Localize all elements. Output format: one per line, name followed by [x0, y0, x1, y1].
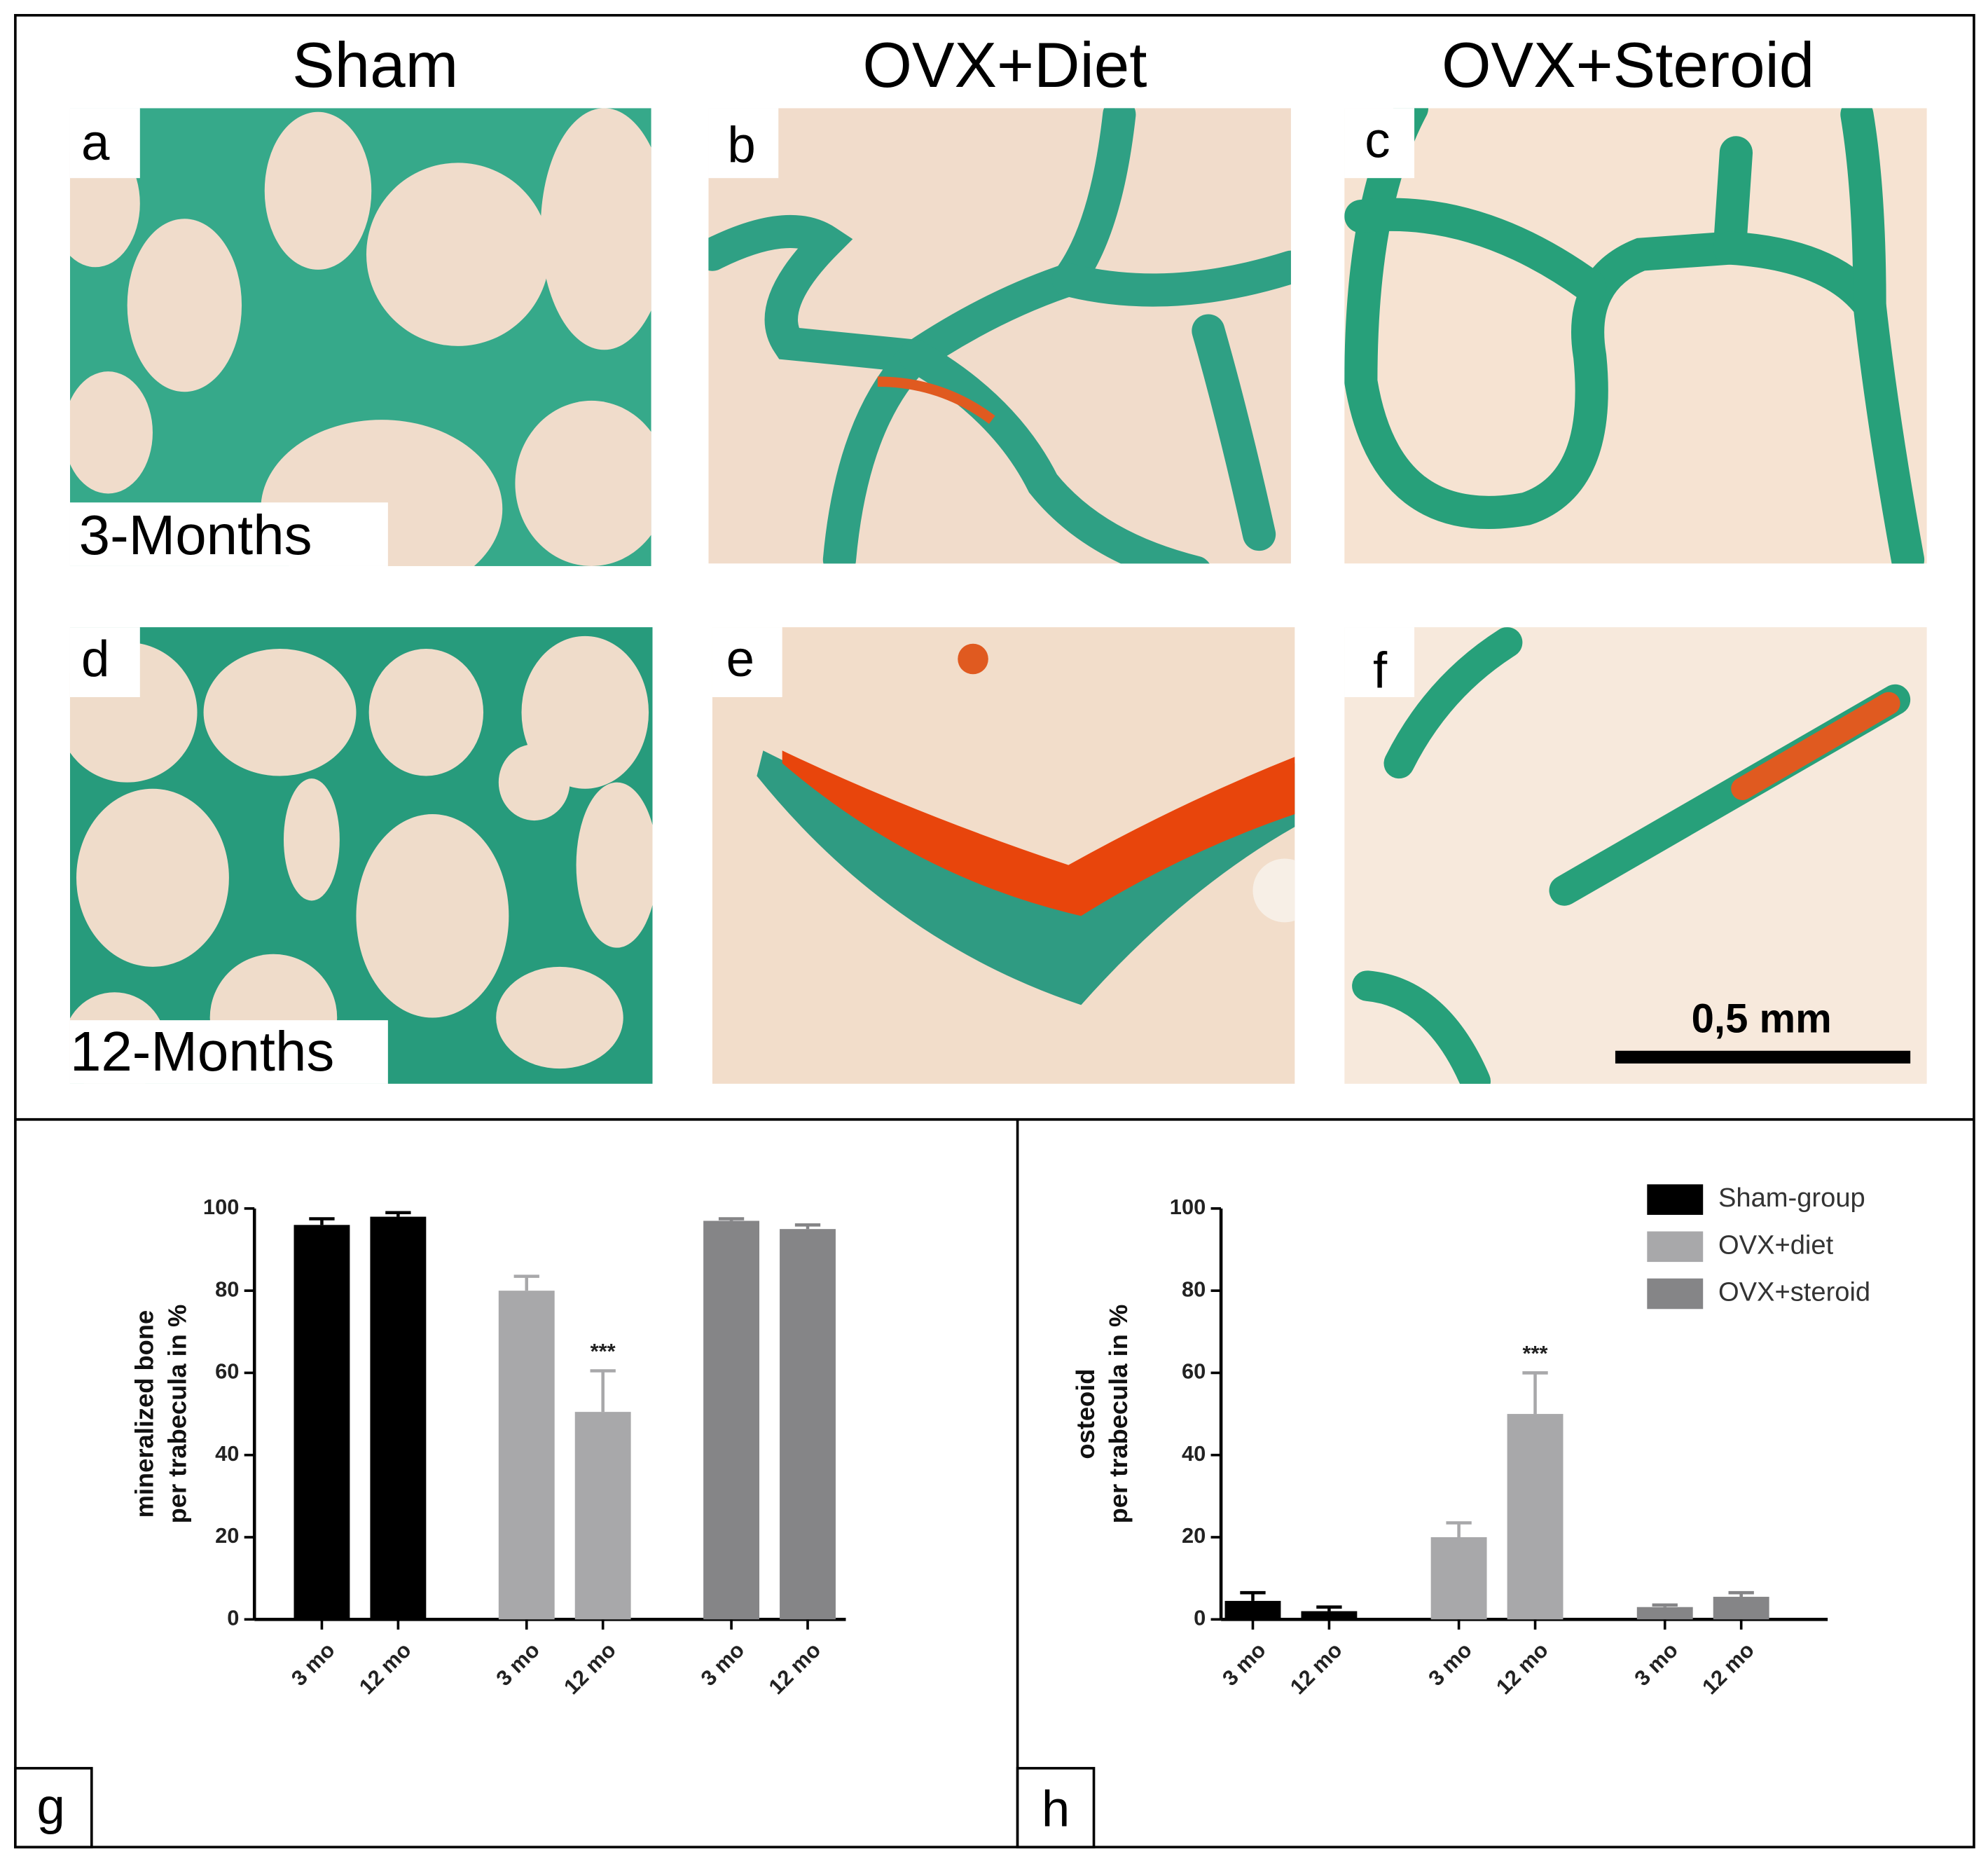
- frame: [14, 13, 1975, 1849]
- panel-letter: d: [81, 631, 109, 687]
- x-tick-label: 3 mo: [287, 1637, 340, 1691]
- bar: [498, 1291, 555, 1620]
- legend-swatch: [1647, 1231, 1704, 1263]
- x-tick-label: 12 mo: [1285, 1637, 1347, 1699]
- y-tick-label: 100: [203, 1195, 240, 1219]
- bar: [1713, 1597, 1769, 1620]
- bar: [1224, 1600, 1281, 1620]
- legend-swatch: [1647, 1184, 1704, 1215]
- x-tick-label: 12 mo: [764, 1637, 825, 1699]
- bar: [574, 1412, 631, 1620]
- y-tick-label: 60: [215, 1359, 239, 1384]
- y-axis-label: osteoid: [1071, 1369, 1100, 1459]
- y-tick-label: 20: [1182, 1523, 1206, 1548]
- micrograph: [1344, 108, 1927, 564]
- y-axis-label: per trabecula in %: [163, 1305, 192, 1524]
- panel-letter: f: [1373, 642, 1388, 699]
- annotation: ***: [1523, 1341, 1548, 1366]
- x-tick-label: 12 mo: [1491, 1637, 1553, 1699]
- bar: [780, 1229, 836, 1620]
- scale-bar-label: 0,5 mm: [1692, 996, 1832, 1041]
- y-axis-label: mineralized bone: [130, 1310, 158, 1518]
- x-tick-label: 3 mo: [1217, 1637, 1271, 1691]
- bar: [1301, 1611, 1358, 1620]
- x-tick-label: 12 mo: [1697, 1637, 1759, 1699]
- legend-label: Sham-group: [1718, 1183, 1865, 1213]
- x-tick-label: 3 mo: [491, 1637, 544, 1691]
- column-title: Sham: [292, 30, 458, 101]
- panel-letter: h: [1042, 1780, 1070, 1837]
- legend-label: OVX+diet: [1718, 1230, 1834, 1260]
- letter-boxes: [69, 108, 1415, 1084]
- bar: [294, 1225, 350, 1620]
- y-tick-label: 100: [1170, 1195, 1206, 1219]
- x-tick-label: 3 mo: [1423, 1637, 1477, 1691]
- panel-letter: e: [726, 631, 754, 687]
- panel-box: [14, 1766, 93, 1849]
- bar: [1636, 1607, 1693, 1620]
- x-tick-label: 3 mo: [696, 1637, 750, 1691]
- y-tick-label: 20: [215, 1523, 239, 1548]
- x-tick-label: 12 mo: [559, 1637, 621, 1699]
- y-tick-label: 40: [1182, 1441, 1206, 1466]
- y-tick-label: 80: [1182, 1277, 1206, 1301]
- row-label: 3-Months: [79, 504, 312, 566]
- legend-swatch: [1647, 1278, 1704, 1309]
- bar: [370, 1216, 427, 1620]
- micrograph: [708, 108, 1291, 564]
- legend-label: OVX+steroid: [1718, 1277, 1870, 1307]
- micrograph: [69, 108, 651, 566]
- micrograph: [1344, 627, 1927, 1084]
- panel-box: [1016, 1766, 1096, 1849]
- y-tick-label: 0: [1194, 1605, 1206, 1630]
- bar: [1430, 1537, 1487, 1620]
- x-tick-label: 12 mo: [354, 1637, 416, 1699]
- y-tick-label: 60: [1182, 1359, 1206, 1384]
- micrograph: [712, 627, 1295, 1084]
- bar: [1507, 1414, 1564, 1620]
- panel-letter: g: [37, 1778, 65, 1835]
- y-tick-label: 40: [215, 1441, 239, 1466]
- column-title: OVX+Diet: [862, 30, 1147, 101]
- annotation: ***: [591, 1339, 616, 1363]
- panel-letter: b: [727, 117, 755, 174]
- x-tick-label: 3 mo: [1629, 1637, 1683, 1691]
- scale-bar: [1615, 1050, 1911, 1064]
- y-tick-label: 0: [227, 1605, 239, 1630]
- panel-letter: a: [81, 114, 110, 171]
- column-title: OVX+Steroid: [1442, 30, 1814, 101]
- row-label: 12-Months: [70, 1020, 334, 1082]
- bar: [703, 1221, 760, 1620]
- y-tick-label: 80: [215, 1277, 239, 1301]
- y-axis-label: per trabecula in %: [1104, 1305, 1133, 1524]
- panel-letter: c: [1365, 111, 1390, 168]
